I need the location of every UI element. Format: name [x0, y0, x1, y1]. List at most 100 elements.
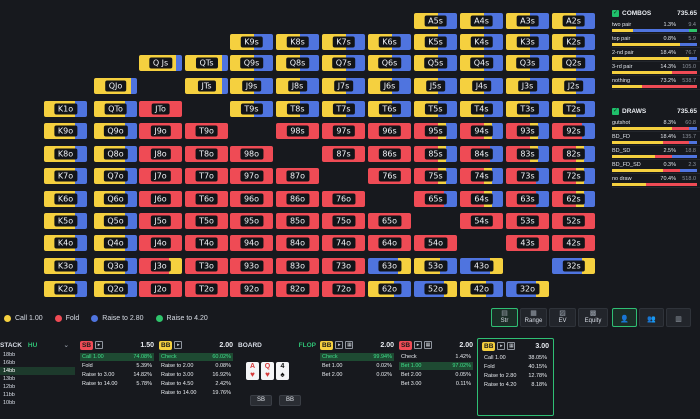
hand-cell[interactable]: J3o — [139, 258, 182, 274]
view-range-button[interactable]: ▦ Range — [520, 308, 547, 327]
hand-cell[interactable]: 63o — [368, 258, 411, 274]
grid-icon[interactable]: ▦ — [507, 342, 516, 350]
stat-row[interactable]: 2-nd pair 18.4% 76.7 — [612, 48, 700, 62]
hand-cell[interactable]: 73o — [322, 258, 365, 274]
action-row[interactable]: Fold 40.15% — [482, 363, 549, 371]
hand-cell[interactable]: 32s — [552, 258, 595, 274]
hand-cell[interactable]: Q5o — [94, 213, 137, 229]
seat-bb-button[interactable]: BB — [279, 395, 301, 406]
hand-cell[interactable]: 53s — [506, 213, 549, 229]
action-panel[interactable]: SB ▸ ▦ 2.00 Check 1.42% Bet 1.00 97.02% Bet 2.00… — [399, 338, 473, 416]
hand-cell[interactable]: J6o — [139, 191, 182, 207]
hand-cell[interactable]: 82s — [552, 146, 595, 162]
hand-cell[interactable]: 52o — [414, 281, 457, 297]
hand-cell[interactable]: A2s — [552, 13, 595, 29]
hand-cell[interactable]: J9o — [139, 123, 182, 139]
hand-cell[interactable]: 93o — [230, 258, 273, 274]
hand-cell[interactable]: T9s — [230, 101, 273, 117]
view-equity-button[interactable]: ▩ Equity — [578, 308, 608, 327]
hand-cell[interactable]: Q2o — [94, 281, 137, 297]
hand-cell[interactable]: 87o — [276, 168, 319, 184]
hand-cell[interactable]: Q8s — [276, 55, 319, 71]
expand-icon[interactable]: ▸ — [414, 341, 423, 349]
hand-cell[interactable]: Q4s — [460, 55, 503, 71]
single-player-view-button[interactable]: 👤 — [612, 308, 637, 327]
hand-cell[interactable]: 72s — [552, 168, 595, 184]
hand-cell[interactable]: T7o — [185, 168, 228, 184]
hand-cell[interactable]: 64s — [460, 191, 503, 207]
action-row[interactable]: Raise to 14.00 5.78% — [80, 380, 154, 388]
hand-cell[interactable]: J2o — [139, 281, 182, 297]
hand-cell[interactable]: K1o — [44, 101, 87, 117]
hand-cell[interactable]: A5s — [414, 13, 457, 29]
hand-cell[interactable]: J3s — [506, 78, 549, 94]
hand-cell[interactable]: T4s — [460, 101, 503, 117]
hand-cell[interactable]: K6s — [368, 34, 411, 50]
hand-cell[interactable]: 98o — [230, 146, 273, 162]
hand-cell[interactable]: 42o — [460, 281, 503, 297]
hand-cell[interactable]: J8o — [139, 146, 182, 162]
action-row[interactable]: Raise to 14.00 19.76% — [159, 389, 233, 397]
view-ev-button[interactable]: ▨ EV — [549, 308, 576, 327]
stack-item[interactable]: 14bb — [0, 367, 75, 375]
hand-cell[interactable]: 76o — [322, 191, 365, 207]
hand-cell[interactable]: Q6o — [94, 191, 137, 207]
hand-cell[interactable]: Q2s — [552, 55, 595, 71]
hand-cell[interactable]: 62o — [368, 281, 411, 297]
hand-cell[interactable]: 95o — [230, 213, 273, 229]
action-row[interactable]: Raise to 3.00 16.92% — [159, 371, 233, 379]
hand-cell[interactable]: 82o — [276, 281, 319, 297]
hand-cell[interactable]: 98s — [276, 123, 319, 139]
hand-cell[interactable]: 63s — [506, 191, 549, 207]
seat-sb-button[interactable]: SB — [250, 395, 272, 406]
hand-cell[interactable]: 86s — [368, 146, 411, 162]
check-icon[interactable]: ✓ — [612, 9, 619, 17]
action-row[interactable]: Call 1.00 38.05% — [482, 354, 549, 362]
hand-cell[interactable]: Q4o — [94, 235, 137, 251]
hand-cell[interactable]: 97o — [230, 168, 273, 184]
hand-cell[interactable]: Q9s — [230, 55, 273, 71]
hand-cell[interactable]: QTs — [185, 55, 228, 71]
hand-cell[interactable]: J4o — [139, 235, 182, 251]
hand-cell[interactable]: K7s — [322, 34, 365, 50]
hand-cell[interactable]: T3s — [506, 101, 549, 117]
hand-cell[interactable]: 75o — [322, 213, 365, 229]
hand-cell[interactable]: Q8o — [94, 146, 137, 162]
hand-cell[interactable]: 75s — [414, 168, 457, 184]
stack-mode[interactable]: HU — [27, 341, 38, 349]
action-row[interactable]: Bet 1.00 97.02% — [399, 362, 473, 370]
hand-cell[interactable]: 32o — [506, 281, 549, 297]
hand-cell[interactable]: A3s — [506, 13, 549, 29]
hand-cell[interactable]: T2s — [552, 101, 595, 117]
hand-cell[interactable]: J4s — [460, 78, 503, 94]
chevron-down-icon[interactable]: ⌄ — [63, 342, 69, 349]
hand-cell[interactable]: JTs — [185, 78, 228, 94]
hand-cell[interactable]: Q Js — [139, 55, 182, 71]
stat-row[interactable]: 3-rd pair 14.3% 105.0 — [612, 62, 700, 76]
hand-cell[interactable]: T9o — [185, 123, 228, 139]
hand-cell[interactable]: Q7o — [94, 168, 137, 184]
stat-row[interactable]: BD_FD 18.4% 135.7 — [612, 132, 700, 146]
hand-cell[interactable]: Q5s — [414, 55, 457, 71]
hand-cell[interactable]: 54o — [414, 235, 457, 251]
hand-cell[interactable]: J8s — [276, 78, 319, 94]
hand-cell[interactable]: 43o — [460, 258, 503, 274]
hand-cell[interactable]: 93s — [506, 123, 549, 139]
action-row[interactable]: Check 99.94% — [320, 353, 394, 361]
hand-cell[interactable]: 65s — [414, 191, 457, 207]
action-row[interactable]: Raise to 4.20 8.18% — [482, 381, 549, 389]
hand-cell[interactable]: K2s — [552, 34, 595, 50]
expand-icon[interactable]: ▸ — [335, 341, 344, 349]
hand-cell[interactable]: 92o — [230, 281, 273, 297]
chart-view-button[interactable]: ▥ — [666, 308, 691, 327]
hand-cell[interactable]: 74o — [322, 235, 365, 251]
hand-cell[interactable]: Q6s — [368, 55, 411, 71]
hand-cell[interactable]: K3s — [506, 34, 549, 50]
action-row[interactable]: Bet 2.00 0.02% — [320, 371, 394, 379]
action-row[interactable]: Check 1.42% — [399, 353, 473, 361]
stack-item[interactable]: 18bb — [3, 352, 16, 358]
hand-cell[interactable]: JTo — [139, 101, 182, 117]
multi-player-view-button[interactable]: 👥 — [639, 308, 664, 327]
stat-row[interactable]: top pair 0.8% 5.9 — [612, 34, 700, 48]
grid-icon[interactable]: ▦ — [345, 341, 354, 349]
